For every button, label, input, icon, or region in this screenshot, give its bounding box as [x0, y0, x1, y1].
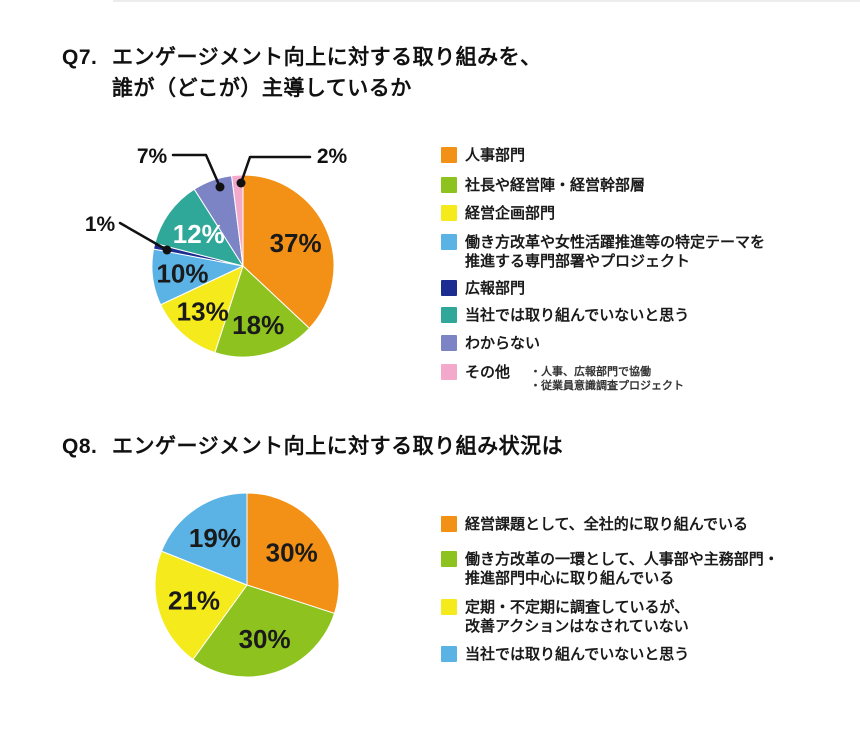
- legend-color-swatch: [441, 551, 457, 567]
- q8-title-line1: エンゲージメント向上に対する取り組み状況は: [112, 435, 564, 458]
- legend-item-q8-1: 経営課題として、全社的に取り組んでいる: [441, 515, 748, 534]
- legend-color-swatch: [441, 599, 457, 615]
- legend-item-q7-3: 経営企画部門: [441, 204, 555, 223]
- legend-item-q7-5: 広報部門: [441, 279, 525, 298]
- pie-slice-label: 37%: [270, 228, 322, 258]
- q7-title: Q7. エンゲージメント向上に対する取り組みを、 誰が（どこが）主導しているか: [62, 42, 542, 104]
- legend-label: 当社では取り組んでいないと思う: [465, 307, 690, 324]
- callout-dot: [236, 178, 246, 188]
- legend-item-q7-2: 社長や経営陣・経営幹部層: [441, 176, 645, 195]
- legend-color-swatch: [441, 335, 457, 351]
- pie-slice-label: 12%: [173, 219, 225, 249]
- callout-line: [171, 153, 222, 189]
- legend-color-swatch: [441, 646, 457, 662]
- legend-label: 広報部門: [465, 280, 526, 297]
- q7-legend: 人事部門社長や経営陣・経営幹部層 経営企画部門働き方改革や女性活躍推進等の特定テー…: [441, 130, 860, 410]
- legend-label: 人事部門: [465, 147, 526, 164]
- legend-label: 経営企画部門: [465, 205, 556, 222]
- pie-slice-q8-1: [246, 492, 340, 614]
- q8-legend: 経営課題として、全社的に取り組んでいる働き方改革の一環として、人事部や主務部門・…: [441, 480, 860, 700]
- legend-color-swatch: [441, 364, 457, 380]
- legend-label: その他: [465, 364, 511, 381]
- q8-title-body: エンゲージメント向上に対する取り組み状況は: [112, 431, 563, 462]
- legend-label: わからない: [465, 335, 541, 352]
- pie-slice-label: 30%: [239, 624, 291, 654]
- legend-label: 働き方改革や女性活躍推進等の特定テーマを 推進する専門部署やプロジェクト: [465, 234, 766, 270]
- q7-title-body: エンゲージメント向上に対する取り組みを、 誰が（どこが）主導しているか: [112, 42, 542, 104]
- q7-title-line1: エンゲージメント向上に対する取り組みを、: [112, 46, 542, 69]
- pie-slice-label: 30%: [266, 538, 318, 568]
- legend-item-q7-8: その他 ・人事、広報部門で協働 ・従業員意識調査プロジェクト: [441, 363, 684, 393]
- legend-item-q8-2: 働き方改革の一環として、人事部や主務部門・ 推進部門中心に取り組んでいる: [441, 550, 779, 588]
- callout-dot: [162, 245, 172, 255]
- legend-item-q7-4: 働き方改革や女性活躍推進等の特定テーマを 推進する専門部署やプロジェクト: [441, 233, 765, 271]
- pie-slice-q7-2: [214, 265, 310, 358]
- callout-label: 7%: [137, 145, 168, 168]
- legend-label: 働き方改革の一環として、人事部や主務部門・ 推進部門中心に取り組んでいる: [465, 551, 779, 587]
- pie-slice-label: 10%: [156, 259, 208, 289]
- legend-color-swatch: [441, 147, 457, 163]
- callout-dot: [215, 182, 225, 192]
- legend-color-swatch: [441, 307, 457, 323]
- pie-slice-q8-4: [160, 492, 248, 586]
- q8-pie-chart: 30% 30% 21% 19%: [154, 492, 340, 678]
- legend-color-swatch: [441, 177, 457, 193]
- pie-slice-q7-3: [160, 265, 244, 354]
- legend-label: 当社では取り組んでいないと思う: [465, 646, 690, 663]
- q7-pie-chart: 37% 18%13% 10% 1% 12% 7% 2%: [85, 145, 348, 358]
- pie-slice-label: 19%: [189, 523, 241, 553]
- pie-slice-label: 13%: [177, 297, 229, 327]
- q8-title: Q8. エンゲージメント向上に対する取り組み状況は: [62, 431, 563, 462]
- legend-item-q7-7: わからない: [441, 334, 540, 353]
- legend-label: 定期・不定期に調査しているが、 改善アクションはなされていない: [465, 599, 690, 635]
- legend-item-q8-3: 定期・不定期に調査しているが、 改善アクションはなされていない: [441, 598, 689, 636]
- legend-note: ・人事、広報部門で協働 ・従業員意識調査プロジェクト: [530, 366, 685, 392]
- legend-label: 社長や経営陣・経営幹部層: [465, 177, 646, 194]
- callout-line: [239, 155, 312, 185]
- legend-color-swatch: [441, 234, 457, 250]
- legend-item-q7-1: 人事部門: [441, 146, 525, 165]
- q7-title-prefix: Q7.: [62, 46, 98, 69]
- q8-title-prefix: Q8.: [62, 435, 98, 458]
- callout-line: [118, 221, 169, 252]
- q7-title-line2: 誰が（どこが）主導しているか: [112, 77, 412, 100]
- pie-slice-label: 21%: [168, 585, 220, 615]
- pie-slice-label: 18%: [232, 310, 284, 340]
- callout-label: 2%: [317, 145, 348, 168]
- pie-slice-q7-1: [242, 174, 335, 329]
- legend-item-q8-4: 当社では取り組んでいないと思う: [441, 645, 689, 664]
- top-border-line: [113, 0, 860, 2]
- callout-label: 1%: [85, 213, 116, 236]
- pie-slice-q8-2: [192, 584, 335, 678]
- legend-item-q7-6: 当社では取り組んでいないと思う: [441, 306, 689, 325]
- pie-slice-q8-3: [154, 550, 248, 660]
- legend-color-swatch: [441, 516, 457, 532]
- legend-label: 経営課題として、全社的に取り組んでいる: [465, 516, 749, 533]
- legend-color-swatch: [441, 205, 457, 221]
- legend-color-swatch: [441, 280, 457, 296]
